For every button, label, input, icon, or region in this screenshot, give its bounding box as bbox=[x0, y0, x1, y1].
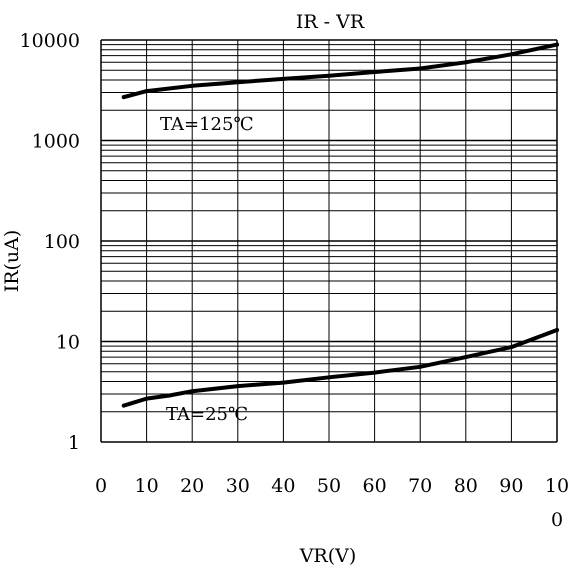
chart-title: IR - VR bbox=[296, 11, 365, 33]
series-line bbox=[121, 42, 559, 100]
data-point bbox=[121, 95, 126, 100]
x-tick-label: 20 bbox=[180, 475, 204, 497]
x-axis-label: VR(V) bbox=[299, 545, 357, 567]
x-tick-label: 0 bbox=[95, 475, 107, 497]
data-point bbox=[327, 375, 331, 380]
data-point bbox=[418, 66, 423, 71]
y-tick-label: 1 bbox=[68, 432, 80, 454]
y-tick-label: 10000 bbox=[20, 30, 80, 52]
y-tick-label: 1000 bbox=[32, 131, 80, 153]
data-point bbox=[281, 380, 286, 385]
x-tick-label: 10 bbox=[135, 475, 159, 497]
series-label-125c: TA=125℃ bbox=[160, 114, 254, 135]
data-point bbox=[463, 60, 468, 65]
series-layer bbox=[121, 42, 559, 408]
data-point bbox=[235, 80, 240, 85]
x-tick-label: 70 bbox=[408, 475, 432, 497]
y-axis-label: IR(uA) bbox=[1, 230, 23, 293]
data-point bbox=[509, 52, 514, 57]
data-point bbox=[121, 403, 126, 408]
x-tick-label: 80 bbox=[454, 475, 478, 497]
data-point bbox=[372, 70, 377, 75]
data-point bbox=[190, 83, 195, 88]
x-tick-label: 10 0 bbox=[545, 475, 569, 531]
data-point bbox=[144, 89, 149, 94]
data-point bbox=[190, 389, 195, 394]
data-point bbox=[555, 42, 559, 47]
data-point bbox=[509, 345, 514, 350]
series-line bbox=[121, 328, 559, 408]
y-tick-label: 10 bbox=[56, 332, 80, 354]
data-point bbox=[463, 355, 468, 360]
major-gridlines bbox=[100, 39, 558, 443]
x-tick-label: 30 bbox=[226, 475, 250, 497]
data-point bbox=[372, 370, 377, 375]
x-tick-label: 60 bbox=[363, 475, 387, 497]
data-point bbox=[144, 396, 149, 401]
data-point bbox=[167, 393, 172, 398]
y-tick-label: 100 bbox=[44, 231, 80, 253]
series-label-25c: TA=25℃ bbox=[166, 404, 248, 425]
data-point bbox=[418, 364, 423, 369]
labels-layer: IR - VR VR(V) IR(uA) TA=125℃ TA=25℃ 1 10 1… bbox=[1, 11, 569, 567]
data-point bbox=[327, 73, 331, 78]
x-tick-label: 40 bbox=[271, 475, 295, 497]
data-point bbox=[281, 76, 286, 81]
data-point bbox=[555, 328, 559, 333]
data-point bbox=[235, 384, 240, 389]
x-tick-label: 90 bbox=[499, 475, 523, 497]
x-tick-label: 50 bbox=[317, 475, 341, 497]
